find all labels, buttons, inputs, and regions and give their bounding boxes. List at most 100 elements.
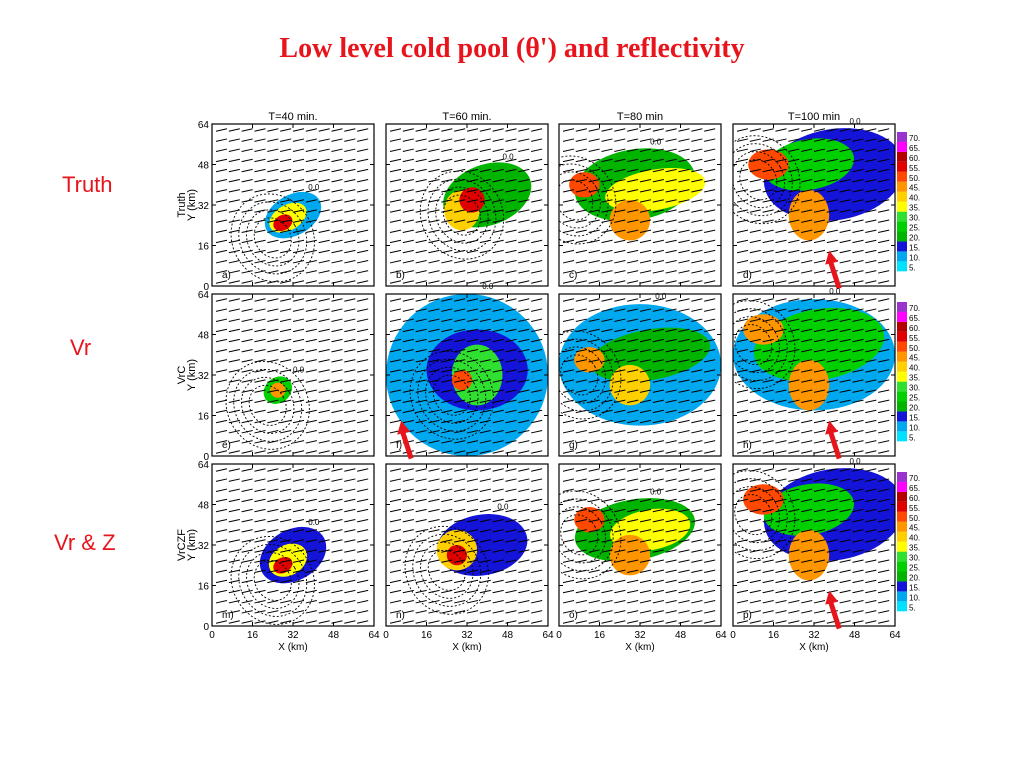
wind-vector <box>318 399 330 404</box>
wind-vector <box>878 549 890 553</box>
wind-vector <box>441 529 453 533</box>
wind-vector <box>280 518 292 523</box>
wind-vector <box>357 569 369 574</box>
wind-vector <box>241 508 253 513</box>
wind-vector <box>627 328 639 333</box>
wind-vector <box>652 389 664 393</box>
wind-vector <box>852 308 864 312</box>
wind-vector <box>691 298 703 302</box>
wind-vector <box>588 148 600 152</box>
wind-vector <box>305 478 317 482</box>
wind-vector <box>749 508 761 513</box>
wind-vector <box>441 419 453 424</box>
wind-vector <box>691 128 703 132</box>
wind-vector <box>389 399 402 404</box>
wind-vector <box>588 508 600 513</box>
wind-vector <box>704 379 716 383</box>
wind-vector <box>505 379 517 383</box>
wind-vector <box>441 569 453 574</box>
wind-vector <box>639 569 652 574</box>
wind-vector <box>241 280 253 284</box>
wind-vector <box>775 219 787 223</box>
wind-vector <box>801 529 813 533</box>
wind-vector <box>280 399 292 404</box>
wind-vector <box>601 508 613 513</box>
wind-vector <box>505 178 517 183</box>
colorbar-label: 45. <box>909 354 920 363</box>
wind-vector <box>441 620 453 624</box>
x-axis-label: X (km) <box>799 642 828 653</box>
wind-vector <box>601 328 613 333</box>
wind-vector <box>241 158 253 163</box>
wind-vector <box>267 209 279 213</box>
wind-vector <box>402 308 414 312</box>
wind-vector <box>389 280 402 284</box>
contour-label: 0.0 <box>497 503 509 512</box>
wind-vector <box>691 168 703 173</box>
wind-vector <box>531 539 543 543</box>
wind-vector <box>241 138 253 142</box>
wind-vector <box>454 348 466 353</box>
wind-vector <box>531 239 543 244</box>
wind-vector <box>254 260 266 264</box>
wind-vector <box>241 440 253 444</box>
wind-vector <box>454 468 466 472</box>
wind-vector <box>215 308 228 312</box>
wind-vector <box>241 298 253 302</box>
arrow-head <box>825 590 839 605</box>
colorbar-swatch <box>897 531 907 542</box>
wind-vector <box>575 579 587 584</box>
wind-vector <box>454 498 466 503</box>
wind-vector <box>344 468 356 472</box>
wind-vector <box>865 389 877 393</box>
wind-vector <box>639 369 652 373</box>
wind-vector <box>254 529 266 533</box>
wind-vector <box>813 260 826 264</box>
wind-vector <box>267 219 279 223</box>
wind-vector <box>428 178 440 183</box>
wind-vector <box>292 148 305 152</box>
wind-vector <box>801 189 813 193</box>
wind-vector <box>344 409 356 414</box>
wind-vector <box>601 399 613 404</box>
wind-vector <box>518 138 530 142</box>
wind-vector <box>241 579 253 584</box>
wind-vector <box>428 138 440 142</box>
wind-vector <box>826 579 838 584</box>
wind-vector <box>691 229 703 234</box>
wind-vector <box>813 148 826 152</box>
wind-vector <box>678 148 690 152</box>
wind-vector <box>518 148 530 152</box>
wind-vector <box>614 389 626 393</box>
wind-vector <box>678 468 690 472</box>
wind-vector <box>357 518 369 523</box>
wind-vector <box>788 620 800 624</box>
wind-vector <box>614 148 626 152</box>
wind-vector <box>492 430 504 434</box>
wind-vector <box>627 518 639 523</box>
wind-vector <box>801 620 813 624</box>
wind-vector <box>601 209 613 213</box>
wind-vector <box>292 270 305 274</box>
wind-vector <box>762 229 774 234</box>
wind-vector <box>531 359 543 363</box>
wind-vector <box>878 478 890 482</box>
wind-vector <box>454 308 466 312</box>
wind-vector <box>762 239 774 244</box>
wind-vector <box>627 389 639 393</box>
wind-vector <box>678 419 690 424</box>
wind-vector <box>762 389 774 393</box>
wind-vector <box>691 498 703 503</box>
wind-vector <box>415 518 427 523</box>
wind-vector <box>318 308 330 312</box>
wind-vector <box>518 308 530 312</box>
reflectivity-cell <box>788 359 830 411</box>
wind-vector <box>389 498 402 503</box>
cold-pool-contour <box>253 559 292 601</box>
wind-vector <box>305 168 317 173</box>
wind-vector <box>691 219 703 223</box>
wind-vector <box>665 128 677 132</box>
wind-vector <box>357 229 369 234</box>
wind-vector <box>344 610 356 614</box>
wind-vector <box>665 369 677 373</box>
